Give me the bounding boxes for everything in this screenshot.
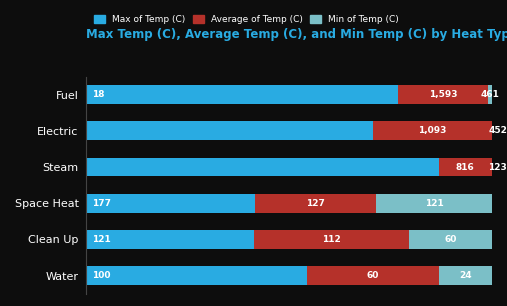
Text: 60: 60 xyxy=(444,235,456,244)
Bar xyxy=(376,194,492,213)
Text: 452: 452 xyxy=(488,126,507,135)
Bar xyxy=(439,266,492,285)
Text: 816: 816 xyxy=(456,162,475,172)
Text: 1,593: 1,593 xyxy=(429,90,457,99)
Bar xyxy=(86,194,255,213)
Bar xyxy=(86,230,254,249)
Bar xyxy=(398,85,488,104)
Text: 127: 127 xyxy=(306,199,325,208)
Bar xyxy=(255,194,376,213)
Bar xyxy=(86,85,398,104)
Text: 18: 18 xyxy=(92,90,105,99)
Text: 1,093: 1,093 xyxy=(418,126,447,135)
Text: 24: 24 xyxy=(459,271,472,280)
Text: 121: 121 xyxy=(92,235,111,244)
Bar xyxy=(439,158,492,177)
Text: 123: 123 xyxy=(489,162,507,172)
Bar xyxy=(373,121,492,140)
Text: 177: 177 xyxy=(92,199,111,208)
Bar xyxy=(86,266,307,285)
Bar xyxy=(409,230,492,249)
Bar xyxy=(86,121,373,140)
Text: 112: 112 xyxy=(322,235,341,244)
Bar xyxy=(254,230,409,249)
Text: 60: 60 xyxy=(367,271,379,280)
Legend: Max of Temp (C), Average of Temp (C), Min of Temp (C): Max of Temp (C), Average of Temp (C), Mi… xyxy=(91,12,403,28)
Bar xyxy=(488,85,492,104)
Text: 461: 461 xyxy=(481,90,499,99)
Text: 100: 100 xyxy=(92,271,111,280)
Text: 121: 121 xyxy=(425,199,444,208)
Bar xyxy=(307,266,439,285)
Bar xyxy=(86,158,439,177)
Text: Max Temp (C), Average Temp (C), and Min Temp (C) by Heat Type: Max Temp (C), Average Temp (C), and Min … xyxy=(86,28,507,41)
